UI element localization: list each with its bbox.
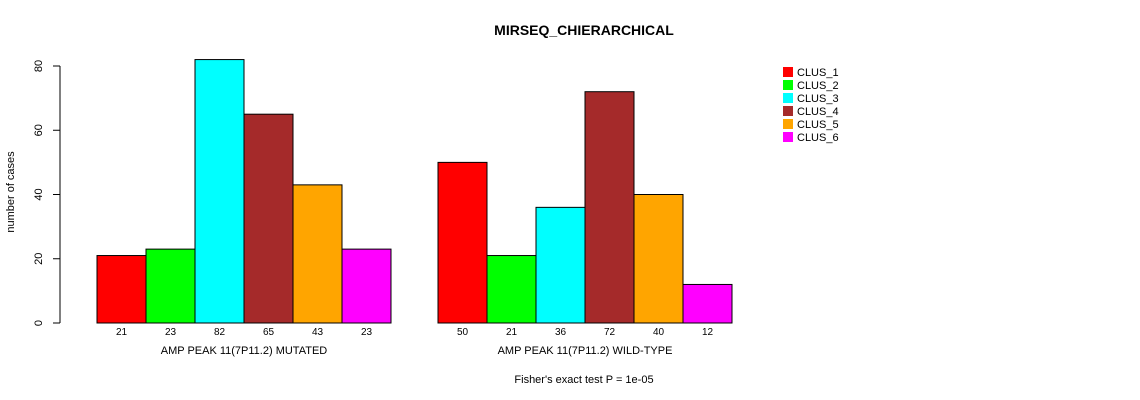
y-tick-label: 60	[33, 124, 45, 136]
y-axis-label: number of cases	[5, 151, 17, 233]
bar-value-label: 23	[361, 327, 373, 338]
group-label: AMP PEAK 11(7P11.2) WILD-TYPE	[498, 345, 673, 357]
bar-clus-6	[341, 248, 392, 324]
bar-value-label: 12	[702, 327, 714, 338]
bar-value-label: 40	[653, 327, 665, 338]
legend-label: CLUS_4	[797, 106, 839, 118]
group-label: AMP PEAK 11(7P11.2) MUTATED	[161, 345, 328, 357]
y-tick-label: 80	[33, 60, 45, 72]
legend-swatch	[783, 67, 793, 77]
bars	[96, 59, 733, 324]
bar-clus-4	[584, 91, 635, 324]
chart-title: MIRSEQ_CHIERARCHICAL	[494, 22, 674, 38]
bar-clus-4	[243, 113, 294, 324]
bar-value-labels: 21 23 82 65 43 23 50 21 36 72 40 12	[116, 327, 714, 338]
y-tick-label: 40	[33, 188, 45, 200]
legend-label: CLUS_1	[797, 67, 839, 79]
bar-clus-5	[633, 194, 684, 324]
bar-value-label: 21	[506, 327, 518, 338]
bar-value-label: 65	[263, 327, 275, 338]
bar-clus-1	[96, 255, 147, 324]
bar-value-label: 50	[457, 327, 469, 338]
legend-label: CLUS_2	[797, 80, 839, 92]
bar-clus-1	[437, 161, 488, 324]
bar-clus-2	[486, 255, 537, 324]
legend-label: CLUS_5	[797, 119, 839, 131]
legend-swatch	[783, 119, 793, 129]
y-axis: 0 20 40 60 80	[33, 60, 61, 326]
legend-swatch	[783, 106, 793, 116]
bar-value-label: 72	[604, 327, 616, 338]
legend-swatch	[783, 80, 793, 90]
bar-value-label: 43	[312, 327, 324, 338]
bar-clus-2	[145, 248, 196, 324]
bar-value-label: 36	[555, 327, 567, 338]
legend-label: CLUS_3	[797, 93, 839, 105]
bar-clus-6	[682, 283, 733, 324]
bar-value-label: 82	[214, 327, 226, 338]
fisher-test-note: Fisher's exact test P = 1e-05	[514, 374, 653, 386]
legend-swatch	[783, 132, 793, 142]
bar-clus-3	[194, 59, 245, 324]
legend-label: CLUS_6	[797, 132, 839, 144]
y-tick-label: 0	[33, 320, 45, 326]
y-tick-label: 20	[33, 253, 45, 265]
bar-value-label: 23	[165, 327, 177, 338]
bar-clus-3	[535, 206, 586, 324]
group-labels: AMP PEAK 11(7P11.2) MUTATED AMP PEAK 11(7…	[161, 345, 673, 357]
bar-value-label: 21	[116, 327, 128, 338]
bar-clus-5	[292, 184, 343, 324]
legend-swatch	[783, 93, 793, 103]
